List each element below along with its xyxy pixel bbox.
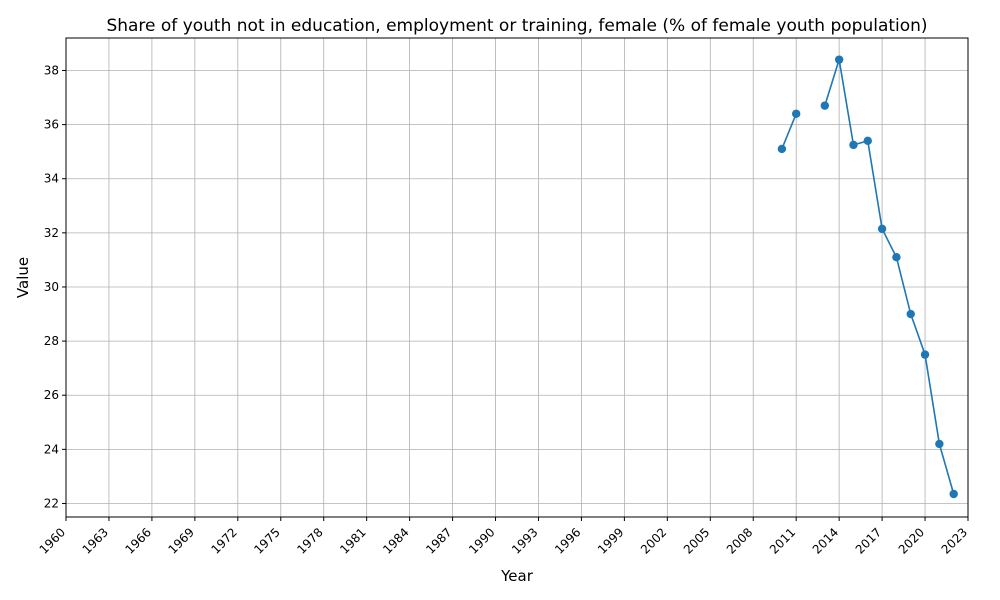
y-tick-label: 28 bbox=[44, 334, 59, 348]
y-axis-label: Value bbox=[14, 257, 32, 298]
data-point-2013 bbox=[820, 101, 830, 110]
grid bbox=[65, 38, 969, 517]
y-tick-label: 34 bbox=[44, 172, 59, 186]
x-tick-label: 1981 bbox=[337, 525, 368, 556]
x-tick-label: 2005 bbox=[681, 525, 712, 556]
x-tick-label: 2008 bbox=[724, 525, 755, 556]
x-tick-label: 1984 bbox=[380, 525, 411, 556]
y-tick-label: 36 bbox=[44, 118, 59, 132]
y-tick-label: 30 bbox=[44, 280, 59, 294]
chart-title: Share of youth not in education, employm… bbox=[106, 16, 927, 36]
x-axis: 1960 1963 1966 1969 1972 1975 1978 1981 1984 1987… bbox=[37, 517, 970, 557]
x-tick-label: 1975 bbox=[251, 525, 282, 556]
x-tick-label: 1963 bbox=[80, 525, 111, 556]
x-axis-label: Year bbox=[500, 567, 534, 585]
data-point-2019 bbox=[906, 309, 915, 319]
x-tick-label: 1978 bbox=[294, 525, 325, 556]
x-tick-label: 1969 bbox=[165, 525, 196, 556]
data-point-2018 bbox=[892, 253, 901, 262]
data-point-2020 bbox=[920, 350, 930, 359]
x-tick-label: 2011 bbox=[767, 525, 798, 556]
x-tick-label: 1972 bbox=[208, 525, 239, 556]
x-tick-label: 1999 bbox=[595, 525, 626, 556]
x-tick-label: 2017 bbox=[853, 525, 884, 556]
x-tick-label: 1990 bbox=[466, 525, 497, 556]
data-point-2011 bbox=[791, 109, 801, 118]
data-point-2010 bbox=[777, 144, 787, 154]
y-tick-label: 32 bbox=[44, 226, 59, 240]
plot-frame bbox=[65, 37, 969, 518]
x-tick-label: 1966 bbox=[123, 525, 154, 556]
x-tick-label: 1993 bbox=[509, 525, 540, 556]
x-tick-label: 2020 bbox=[896, 525, 927, 556]
data-point-2021 bbox=[935, 439, 944, 449]
y-tick-label: 24 bbox=[44, 442, 59, 456]
data-point-2014 bbox=[834, 55, 844, 64]
x-tick-label: 1960 bbox=[37, 525, 68, 556]
data-point-2017 bbox=[877, 224, 887, 233]
x-tick-label: 1996 bbox=[552, 525, 583, 556]
data-point-2015 bbox=[849, 140, 858, 150]
y-tick-label: 22 bbox=[44, 496, 59, 510]
y-tick-label: 26 bbox=[44, 388, 59, 402]
y-axis: 22 24 26 28 30 32 34 36 38 bbox=[44, 63, 66, 510]
x-tick-label: 2023 bbox=[939, 525, 970, 556]
x-tick-label: 1987 bbox=[423, 525, 454, 556]
data-point-2022 bbox=[949, 489, 958, 499]
series-line bbox=[824, 59, 955, 495]
x-tick-label: 2014 bbox=[810, 525, 841, 556]
series-layer bbox=[777, 55, 958, 499]
series-line bbox=[781, 113, 797, 150]
y-tick-label: 38 bbox=[44, 63, 59, 77]
data-point-2016 bbox=[863, 136, 872, 146]
x-tick-label: 2002 bbox=[638, 525, 669, 556]
